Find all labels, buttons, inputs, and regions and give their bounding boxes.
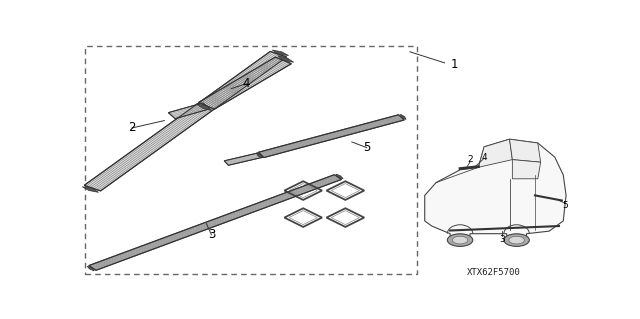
Polygon shape: [479, 139, 513, 167]
Text: 5: 5: [363, 141, 371, 154]
Text: 3: 3: [208, 228, 215, 241]
Polygon shape: [401, 114, 406, 119]
Polygon shape: [336, 174, 343, 179]
Polygon shape: [278, 56, 294, 62]
Text: 1: 1: [451, 57, 458, 70]
Polygon shape: [89, 175, 342, 270]
Polygon shape: [82, 187, 99, 192]
Text: XTX62F5700: XTX62F5700: [467, 268, 521, 277]
Polygon shape: [257, 153, 262, 158]
Polygon shape: [425, 139, 566, 241]
Polygon shape: [272, 50, 289, 56]
Text: 4: 4: [243, 77, 250, 90]
Polygon shape: [196, 104, 212, 111]
Polygon shape: [224, 153, 263, 165]
Text: 2: 2: [467, 155, 473, 164]
Text: 3: 3: [500, 235, 506, 244]
Circle shape: [447, 234, 473, 246]
Polygon shape: [87, 266, 94, 271]
Bar: [85, 46, 417, 274]
Text: 4: 4: [481, 152, 487, 161]
Circle shape: [452, 236, 468, 244]
Polygon shape: [509, 139, 541, 162]
Text: 2: 2: [129, 122, 136, 134]
Text: 5: 5: [562, 201, 568, 210]
Polygon shape: [513, 160, 541, 179]
Polygon shape: [198, 57, 291, 109]
Circle shape: [509, 236, 524, 244]
Circle shape: [504, 234, 529, 246]
Polygon shape: [84, 51, 287, 191]
Polygon shape: [258, 115, 404, 158]
Polygon shape: [168, 103, 210, 119]
